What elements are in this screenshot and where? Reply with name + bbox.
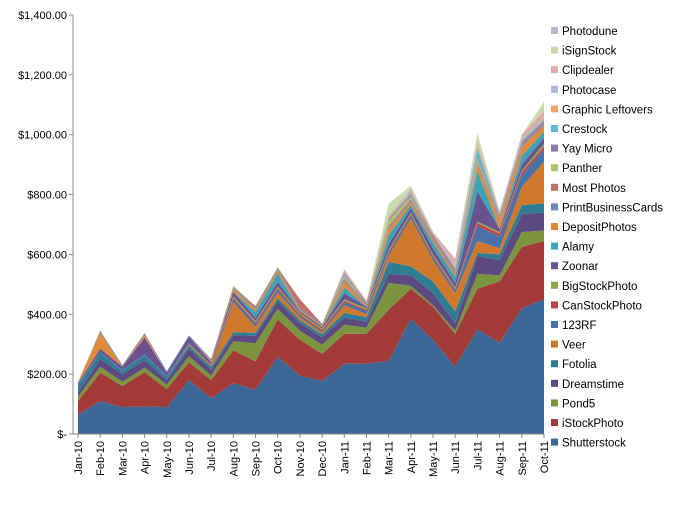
y-axis-ticks: $- $200.00 $400.00 $600.00 $800.00 $1,000.00 $… (18, 10, 73, 441)
y-tick-label: $1,200.00 (18, 70, 67, 82)
legend-label: Clipdealer (562, 65, 614, 77)
legend: Photodune iSignStock Clipdealer Photocase Gr… (551, 26, 663, 450)
x-tick-label: Oct-11 (539, 441, 551, 473)
y-tick-label: $800.00 (27, 190, 67, 202)
legend-swatch (551, 27, 558, 34)
x-tick-label: Jul-11 (472, 441, 484, 470)
area-shutterstock (78, 299, 544, 434)
area-pond5 (78, 230, 544, 402)
legend-swatch (551, 66, 558, 74)
area-istockphoto (78, 241, 544, 415)
legend-label: CanStockPhoto (562, 300, 642, 312)
legend-swatch (551, 340, 558, 348)
legend-swatch (551, 223, 558, 230)
x-tick-label: Jan-10 (73, 441, 85, 475)
legend-swatch (551, 125, 558, 132)
legend-label: Photocase (562, 85, 616, 97)
x-tick-label: Aug-11 (495, 441, 507, 476)
x-tick-label: Jul-10 (206, 441, 218, 471)
x-tick-label: Oct-10 (273, 441, 285, 474)
legend-swatch (551, 242, 558, 250)
x-tick-label: Apr-10 (140, 441, 152, 474)
legend-swatch (551, 399, 558, 407)
x-tick-label: Dec-10 (317, 441, 329, 476)
legend-swatch (551, 438, 558, 446)
legend-swatch (551, 281, 558, 289)
legend-label: Pond5 (562, 398, 595, 410)
legend-swatch (551, 379, 558, 387)
legend-swatch (551, 164, 558, 172)
x-tick-label: Sep-11 (517, 441, 529, 476)
legend-label: Zoonar (562, 261, 599, 273)
legend-label: Dreamstime (562, 379, 624, 391)
x-tick-label: Jan-11 (339, 441, 351, 474)
x-tick-label: May-10 (162, 441, 174, 478)
x-tick-label: Apr-11 (406, 441, 418, 473)
y-tick-label: $600.00 (27, 249, 67, 261)
y-tick-label: $400.00 (27, 309, 67, 321)
x-tick-label: Aug-10 (228, 441, 240, 476)
x-tick-label: Mar-11 (384, 441, 396, 475)
y-tick-label: $1,000.00 (18, 130, 67, 142)
legend-swatch (551, 203, 558, 211)
legend-label: Fotolia (562, 359, 597, 371)
legend-label: iStockPhoto (562, 418, 623, 430)
area-series-group (78, 101, 544, 434)
legend-swatch (551, 301, 558, 309)
legend-swatch (551, 419, 558, 426)
y-tick-label: $200.00 (27, 369, 67, 381)
legend-label: PrintBusinessCards (562, 202, 663, 214)
legend-swatch (551, 85, 558, 93)
x-tick-label: Nov-10 (295, 441, 307, 476)
x-tick-label: Feb-10 (95, 441, 107, 476)
legend-label: Yay Micro (562, 144, 612, 156)
legend-label: iSignStock (562, 46, 617, 58)
legend-swatch (551, 360, 558, 368)
legend-swatch (551, 105, 558, 113)
axes-group (72, 15, 544, 435)
legend-swatch (551, 46, 558, 54)
legend-swatch (551, 262, 558, 270)
x-tick-label: Sep-10 (251, 441, 263, 476)
x-tick-label: Feb-11 (361, 441, 373, 475)
legend-label: Photodune (562, 26, 618, 38)
x-tick-label: Jun-10 (184, 441, 196, 475)
legend-label: Alamy (562, 242, 594, 254)
legend-label: Shutterstock (562, 438, 626, 450)
legend-label: Graphic Leftovers (562, 104, 653, 116)
legend-label: Most Photos (562, 183, 626, 195)
x-tick-label: Mar-10 (117, 441, 129, 476)
legend-label: 123RF (562, 320, 597, 332)
x-tick-label: May-11 (428, 441, 440, 477)
legend-swatch (551, 321, 558, 328)
legend-swatch (551, 183, 558, 191)
legend-label: Veer (562, 340, 586, 352)
x-axis-ticks: Jan-10 Feb-10 Mar-10 Apr-10 May-10 Jun-10 Jul-… (73, 434, 551, 478)
x-tick-label: Jun-11 (450, 441, 462, 474)
legend-label: Crestock (562, 124, 608, 136)
y-tick-label: $- (57, 429, 67, 441)
y-tick-label: $1,400.00 (18, 10, 67, 22)
legend-label: DepositPhotos (562, 222, 637, 234)
legend-label: Panther (562, 163, 602, 175)
legend-label: BigStockPhoto (562, 281, 637, 293)
area-dreamstime (78, 212, 544, 397)
legend-swatch (551, 144, 558, 152)
